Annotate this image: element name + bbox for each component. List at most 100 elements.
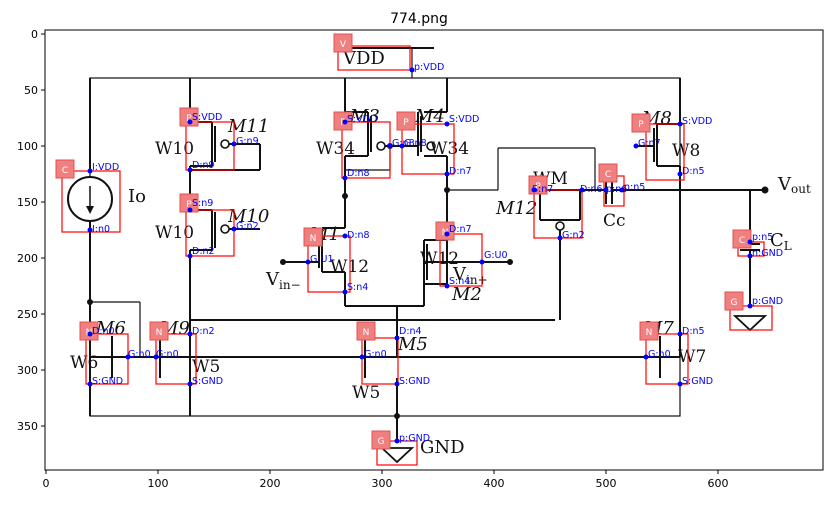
y-axis: 0 50 100 150 200 250 300 350 xyxy=(17,28,45,433)
pin-label: D:n8 xyxy=(347,168,370,179)
pin-label: n:n5 xyxy=(624,182,645,193)
pin-label: G:n0 xyxy=(156,349,179,360)
y-tick-label: 150 xyxy=(17,196,38,209)
pin-label: S:n4 xyxy=(449,276,470,287)
pin-label: G:n0 xyxy=(648,349,671,360)
cl-main: C xyxy=(770,230,784,251)
pin-label: D:n6 xyxy=(580,184,603,195)
badge-letter: C xyxy=(739,236,745,246)
pin-label: S:GND xyxy=(682,376,713,387)
w5b-label: W5 xyxy=(352,383,380,403)
pin-label: G:n7 xyxy=(638,138,661,149)
w7-label: W7 xyxy=(678,347,706,367)
pin-label: S:GND xyxy=(192,376,223,387)
vin-plus-main: V xyxy=(452,264,467,285)
pin-label: D:n8 xyxy=(347,230,370,241)
badge-letter: C xyxy=(62,166,68,176)
badge: G xyxy=(371,430,391,450)
badge-letter: V xyxy=(340,40,347,50)
badge: V xyxy=(333,33,353,53)
badge-letter: P xyxy=(403,118,409,128)
detection-boxes xyxy=(61,45,773,466)
pin-label: D:n0 xyxy=(92,326,115,337)
y-tick-label: 50 xyxy=(24,84,38,97)
w10b-label: W10 xyxy=(155,223,194,243)
pin-label: G:U0 xyxy=(484,250,508,261)
badge: N xyxy=(149,321,169,341)
badge-letter: N xyxy=(310,234,317,244)
pin-label: I:VDD xyxy=(92,162,119,173)
vout-main: V xyxy=(777,174,792,195)
pin-label: D:n7 xyxy=(449,224,472,235)
x-tick-label: 600 xyxy=(708,477,729,490)
m4-label: M4 xyxy=(414,106,445,127)
w8-label: W8 xyxy=(672,141,700,161)
badge-letter: P xyxy=(638,120,644,130)
w5a-label: W5 xyxy=(192,357,220,377)
pin-label: p:GND xyxy=(399,433,430,444)
badge: N xyxy=(303,227,323,247)
plot-frame xyxy=(44,29,824,471)
pin-label: D:n2 xyxy=(192,246,215,257)
badge-letter: N xyxy=(363,328,370,338)
pin-label: S:VDD xyxy=(682,116,712,127)
badge-letter: G xyxy=(731,298,738,308)
pin-label: D:n4 xyxy=(399,326,422,337)
gnd-label: GND xyxy=(420,437,465,458)
x-tick-label: 0 xyxy=(43,477,50,490)
box-m8 xyxy=(645,123,685,181)
badge: C xyxy=(732,229,752,249)
figure-title: 774.png xyxy=(390,11,448,27)
badge-letter: N xyxy=(156,328,163,338)
vout-label: Vout xyxy=(777,174,811,196)
pin-label: G:U1 xyxy=(310,254,334,265)
pin-label: D:n7 xyxy=(449,166,472,177)
pin-label: D:n9 xyxy=(192,160,215,171)
x-tick-label: 200 xyxy=(260,477,281,490)
pin-annotations: p:VDD I:VDD I:n0 S:VDD G:n9 D:n9 S:n9 G:… xyxy=(92,62,783,444)
vin-minus-main: V xyxy=(265,269,280,290)
m10-label: M10 xyxy=(227,206,269,227)
badge: C xyxy=(598,163,618,183)
box-m10 xyxy=(185,209,235,257)
vout-sub: out xyxy=(791,182,811,196)
pin-label: G:n2 xyxy=(562,230,585,241)
y-tick-label: 350 xyxy=(17,420,38,433)
pin-label: G:n0 xyxy=(128,349,151,360)
pin-label: n:GND xyxy=(752,248,783,259)
badge-letter: G xyxy=(378,437,385,447)
w34a-label: W34 xyxy=(316,139,355,159)
m11-label: M11 xyxy=(227,116,269,137)
pin-label: G:n0 xyxy=(364,349,387,360)
m2-label: M2 xyxy=(451,284,482,305)
pin-label: S:GND xyxy=(399,376,430,387)
x-tick-label: 100 xyxy=(148,477,169,490)
pin-label: G:n8 xyxy=(404,138,427,149)
cl-sub: L xyxy=(784,239,792,253)
box-vdd xyxy=(337,45,411,71)
w10a-label: W10 xyxy=(155,139,194,159)
pin-label: S:VDD xyxy=(192,112,222,123)
pin-label: S:VDD xyxy=(449,114,479,125)
pin-label: p:n5 xyxy=(752,232,773,243)
y-tick-label: 0 xyxy=(31,28,38,41)
x-tick-label: 300 xyxy=(372,477,393,490)
m12-label: M12 xyxy=(495,198,537,219)
y-tick-label: 250 xyxy=(17,308,38,321)
badge-letter: P xyxy=(535,182,541,192)
w34b-label: W34 xyxy=(430,139,469,159)
badge: G xyxy=(724,291,744,311)
pin-label: S:GND xyxy=(92,376,123,387)
pin-label: S:n4 xyxy=(347,282,368,293)
pin-label: p:n6 xyxy=(606,184,627,195)
badge-letter: N xyxy=(646,328,653,338)
x-axis: 0 100 200 300 400 500 600 xyxy=(43,470,729,490)
box-m4 xyxy=(401,123,455,175)
pin-label: I:n0 xyxy=(92,224,110,235)
pin-dots xyxy=(87,67,753,444)
pin-label: p:VDD xyxy=(414,62,444,73)
pin-label: G:n8 xyxy=(392,138,415,149)
badge: C xyxy=(55,159,75,179)
pin-label: D:n2 xyxy=(192,326,215,337)
